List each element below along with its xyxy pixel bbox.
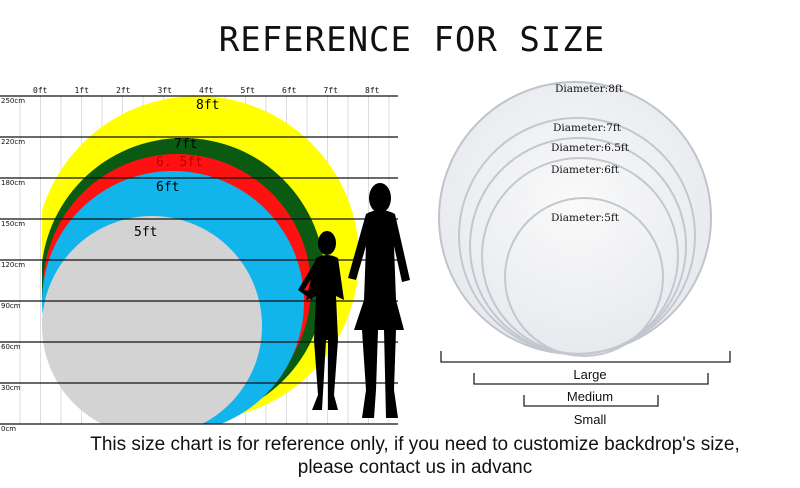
bracket-medium: Medium [567, 389, 613, 404]
diameter-5ft: Diameter:5ft [551, 212, 620, 224]
feet-tick: 4ft [199, 86, 214, 95]
page-title: REFERENCE FOR SIZE [218, 20, 606, 60]
feet-tick: 1ft [75, 86, 90, 95]
feet-tick: 2ft [116, 86, 131, 95]
size-brackets [440, 351, 731, 407]
backdrop-photo: Diameter:8ft Diameter:7ft Diameter:6.5ft… [438, 81, 712, 357]
bracket-large: Large [573, 367, 606, 382]
circle-5ft [42, 216, 262, 424]
caption-line-1: This size chart is for reference only, i… [90, 434, 740, 455]
feet-tick: 3ft [158, 86, 173, 95]
silhouette-woman [348, 183, 410, 418]
bracket-small: Small [574, 412, 607, 427]
height-tick: 60cm [1, 343, 21, 351]
label-6-5ft: 6. 5ft [156, 155, 203, 170]
label-7ft: 7ft [174, 137, 197, 152]
height-tick: 30cm [1, 384, 21, 392]
height-tick: 220cm [1, 138, 25, 146]
silhouette-child [298, 231, 344, 410]
feet-tick: 7ft [324, 86, 339, 95]
height-tick: 90cm [1, 302, 21, 310]
feet-tick: 6ft [282, 86, 297, 95]
diameter-6-5ft: Diameter:6.5ft [551, 142, 630, 154]
label-8ft: 8ft [196, 98, 219, 113]
feet-tick: 8ft [365, 86, 380, 95]
height-tick: 120cm [1, 261, 25, 269]
height-tick: 250cm [1, 97, 25, 105]
label-5ft: 5ft [134, 225, 157, 240]
height-tick: 180cm [1, 179, 25, 187]
label-6ft: 6ft [156, 180, 179, 195]
feet-tick: 0ft [33, 86, 48, 95]
height-tick: 150cm [1, 220, 25, 228]
diameter-7ft: Diameter:7ft [553, 122, 622, 134]
diameter-8ft: Diameter:8ft [555, 83, 624, 95]
height-tick: 0cm [1, 425, 16, 433]
feet-tick: 5ft [241, 86, 256, 95]
caption-line-2: please contact us in advanc [297, 457, 533, 478]
diameter-6ft: Diameter:6ft [551, 164, 620, 176]
